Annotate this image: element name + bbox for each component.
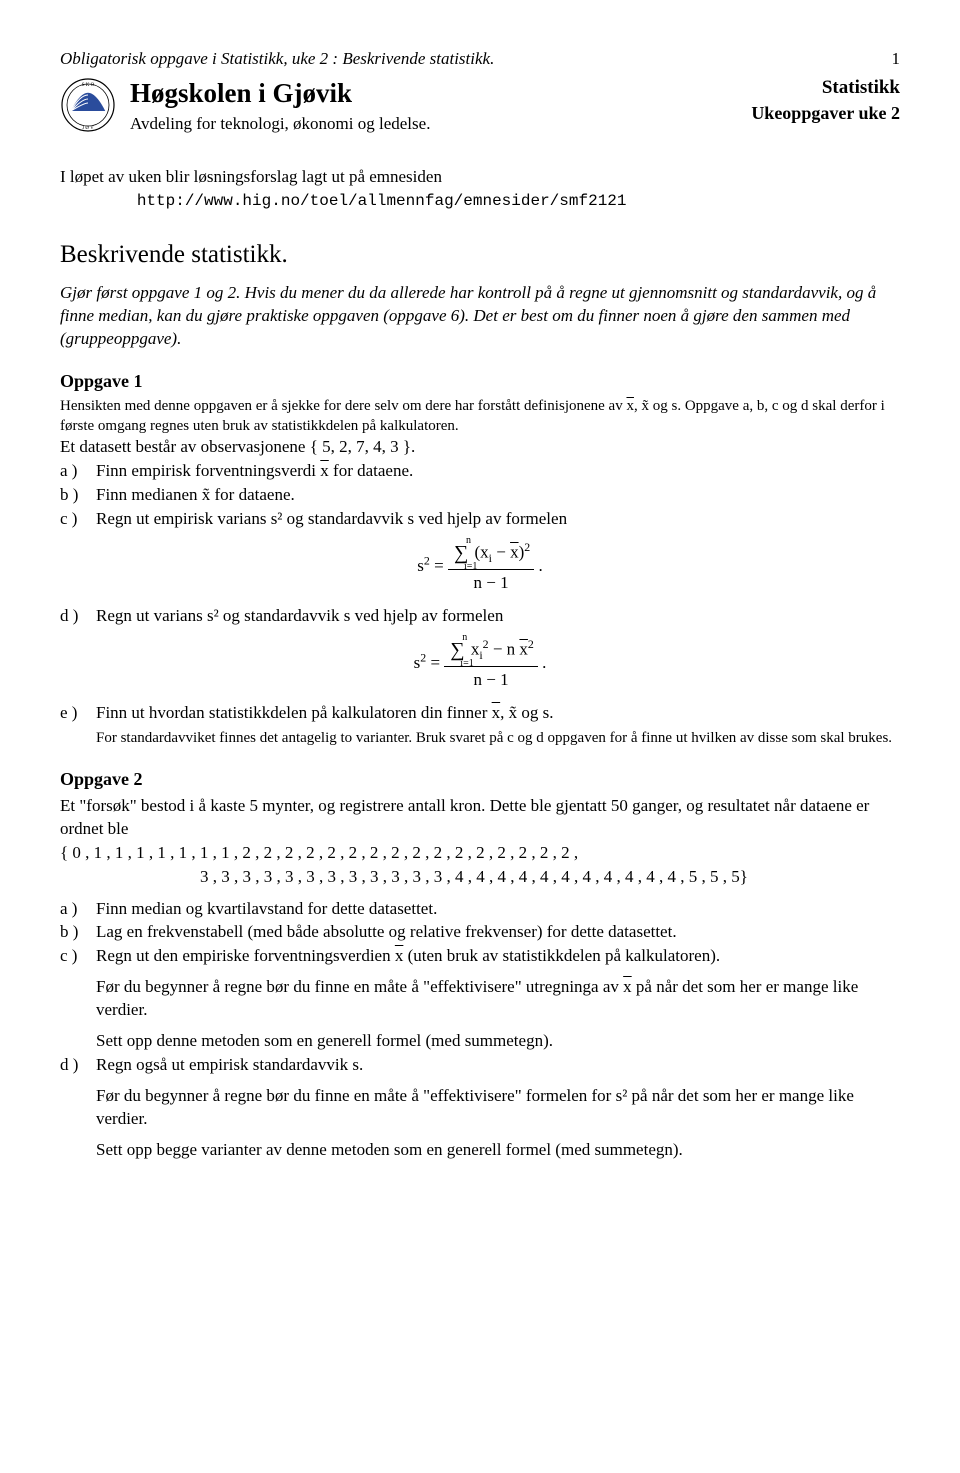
oppgave-1-e: e ) Finn ut hvordan statistikkdelen på k… <box>60 702 900 748</box>
oppgave-2-dataset: { 0 , 1 , 1 , 1 , 1 , 1 , 1 , 1 , 2 , 2 … <box>60 841 900 889</box>
preamble: Gjør først oppgave 1 og 2. Hvis du mener… <box>60 282 900 351</box>
page-number: 1 <box>892 48 901 71</box>
oppgave-1-b: b ) Finn medianen x̃ for dataene. <box>60 484 900 507</box>
oppgave-2-heading: Oppgave 2 <box>60 767 900 791</box>
oppgave-1-dataset: Et datasett består av observasjonene { 5… <box>60 436 900 459</box>
oppgave-1-d: d ) Regn ut varians s² og standardavvik … <box>60 605 900 628</box>
item-label-a: a ) <box>60 898 96 921</box>
svg-text:S K O: S K O <box>82 83 95 88</box>
oppgave-1-heading: Oppgave 1 <box>60 369 900 393</box>
intro-block: I løpet av uken blir løsningsforslag lag… <box>60 166 900 213</box>
department: Avdeling for teknologi, økonomi og ledel… <box>130 113 430 136</box>
formula-variance-1: s2 = ∑ni=1 (xi − x)2 n − 1 . <box>60 539 900 595</box>
title-right: Statistikk Ukeoppgaver uke 2 <box>751 75 900 125</box>
intro-text: I løpet av uken blir løsningsforslag lag… <box>60 167 442 186</box>
oppgave-2-intro: Et "forsøk" bestod i å kaste 5 mynter, o… <box>60 795 900 841</box>
course-name: Statistikk <box>751 75 900 101</box>
oppgave-1-e-note: For standardavviket finnes det antagelig… <box>96 729 900 749</box>
oppgave-1-a: a ) Finn empirisk forventningsverdi x fo… <box>60 460 900 483</box>
item-body: Lag en frekvenstabell (med både absolutt… <box>96 921 900 944</box>
title-block: Høgskolen i Gjøvik Avdeling for teknolog… <box>130 75 900 136</box>
item-body: Regn også ut empirisk standardavvik s. F… <box>96 1054 900 1162</box>
item-label-b: b ) <box>60 921 96 944</box>
item-body: Finn median og kvartilavstand for dette … <box>96 898 900 921</box>
item-label-c: c ) <box>60 945 96 1053</box>
item-body: Finn medianen x̃ for dataene. <box>96 484 900 507</box>
oppgave-2-a: a ) Finn median og kvartilavstand for de… <box>60 898 900 921</box>
item-label-c: c ) <box>60 508 96 531</box>
item-body: Finn ut hvordan statistikkdelen på kalku… <box>96 702 900 748</box>
intro-url: http://www.hig.no/toel/allmennfag/emnesi… <box>60 192 627 210</box>
oppgave-2-d: d ) Regn også ut empirisk standardavvik … <box>60 1054 900 1162</box>
item-body: Regn ut empirisk varians s² og standarda… <box>96 508 900 531</box>
item-label-d: d ) <box>60 605 96 628</box>
school-name: Høgskolen i Gjøvik <box>130 75 430 111</box>
oppgave-1-hint: Hensikten med denne oppgaven er å sjekke… <box>60 397 900 436</box>
item-label-e: e ) <box>60 702 96 748</box>
formula-variance-2: s2 = ∑ni=1 xi2 − n x2 n − 1 . <box>60 636 900 692</box>
title-row: S K O J Ø V Høgskolen i Gjøvik Avdeling … <box>60 75 900 140</box>
page-header: Obligatorisk oppgave i Statistikk, uke 2… <box>60 48 900 71</box>
assignment-label: Ukeoppgaver uke 2 <box>751 101 900 125</box>
item-body: Regn ut varians s² og standardavvik s ve… <box>96 605 900 628</box>
item-label-d: d ) <box>60 1054 96 1162</box>
oppgave-1-c: c ) Regn ut empirisk varians s² og stand… <box>60 508 900 531</box>
item-label-a: a ) <box>60 460 96 483</box>
title-left: Høgskolen i Gjøvik Avdeling for teknolog… <box>130 75 430 136</box>
item-body: Regn ut den empiriske forventningsverdie… <box>96 945 900 1053</box>
item-label-b: b ) <box>60 484 96 507</box>
oppgave-2-b: b ) Lag en frekvenstabell (med både abso… <box>60 921 900 944</box>
school-logo: S K O J Ø V <box>60 77 116 140</box>
header-title: Obligatorisk oppgave i Statistikk, uke 2… <box>60 48 494 71</box>
item-body: Finn empirisk forventningsverdi x for da… <box>96 460 900 483</box>
oppgave-2-c: c ) Regn ut den empiriske forventningsve… <box>60 945 900 1053</box>
section-title: Beskrivende statistikk. <box>60 238 900 272</box>
svg-text:J Ø V: J Ø V <box>82 126 94 131</box>
